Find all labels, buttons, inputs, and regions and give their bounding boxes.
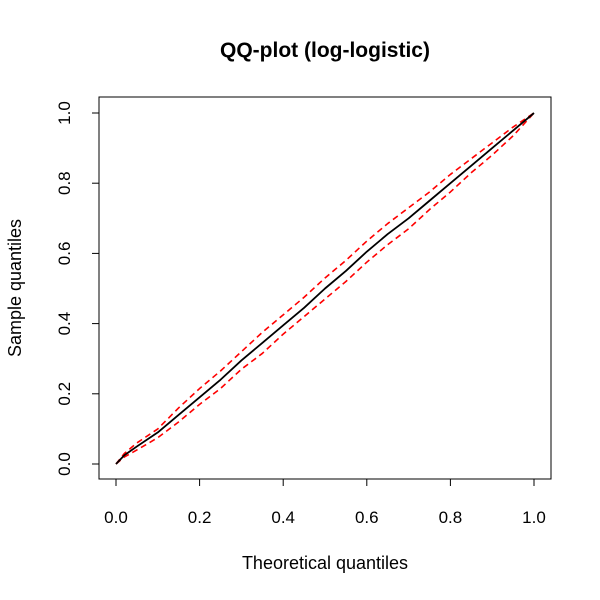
series-lower-band [115, 112, 535, 465]
x-tick-label: 0.8 [439, 508, 463, 527]
y-tick-label: 0.8 [55, 171, 74, 195]
x-tick-label: 0.6 [355, 508, 379, 527]
y-tick-label: 0.2 [55, 382, 74, 406]
y-tick-label: 0.0 [55, 452, 74, 476]
y-axis-title: Sample quantiles [5, 219, 25, 357]
x-axis: 0.0 0.2 0.4 0.6 0.8 1.0 [104, 478, 546, 527]
x-tick-label: 0.0 [104, 508, 128, 527]
x-axis-title: Theoretical quantiles [242, 553, 408, 573]
series-layer [115, 112, 535, 465]
y-tick-label: 0.4 [55, 312, 74, 336]
y-axis: 0.0 0.2 0.4 0.6 0.8 1.0 [55, 101, 100, 476]
x-tick-label: 0.2 [188, 508, 212, 527]
chart-title: QQ-plot (log-logistic) [220, 39, 430, 62]
y-tick-label: 0.6 [55, 242, 74, 266]
series-qq-line [115, 112, 535, 465]
x-tick-label: 0.4 [271, 508, 295, 527]
y-tick-label: 1.0 [55, 101, 74, 125]
x-tick-label: 1.0 [522, 508, 546, 527]
